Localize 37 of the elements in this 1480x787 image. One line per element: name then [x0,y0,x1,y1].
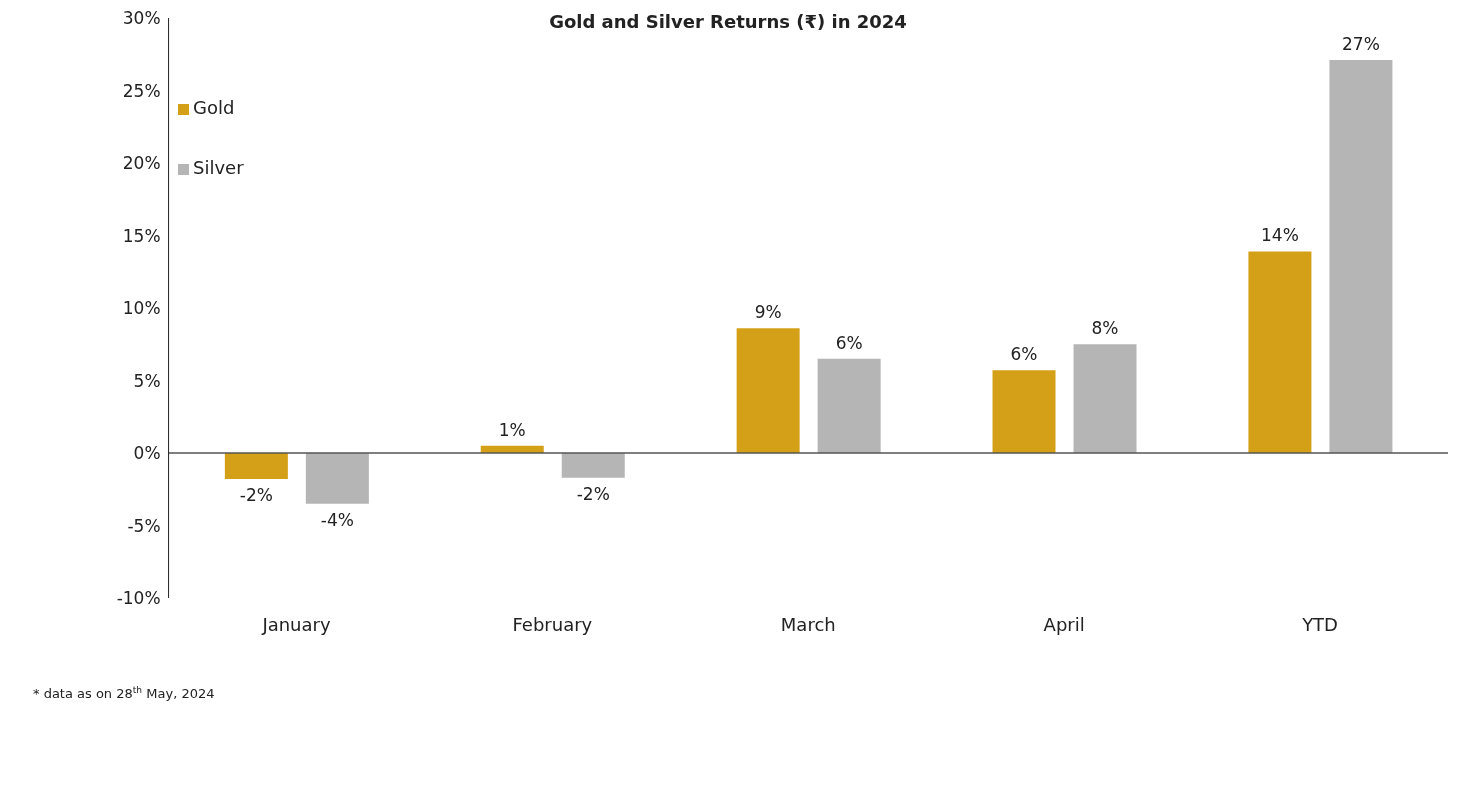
bar [736,328,800,453]
bar [561,453,625,478]
text: * data as on 28$^{th}$ May, 2024 [33,685,215,701]
bar [817,358,881,453]
y-tick-label: 10% [122,298,161,319]
y-tick-label: 20% [122,153,161,174]
x-tick-label: January [261,613,331,635]
data-label: -2% [576,483,610,504]
y-tick-label: 25% [122,80,161,101]
bar [224,453,288,480]
data-label: -4% [320,509,354,530]
legend-label: Silver [193,157,244,178]
data-label: 14% [1261,225,1299,246]
y-tick-label: 30% [122,8,161,29]
x-tick-label: March [780,613,836,635]
data-label: 1% [498,419,526,440]
bar [1073,344,1137,453]
y-tick-label: 0% [133,443,161,464]
data-label: 27% [1342,34,1380,55]
y-tick-label: -10% [116,588,161,609]
bar [1329,60,1393,453]
x-tick-label: YTD [1301,613,1338,635]
legend-label: Gold [193,97,235,118]
data-label: 6% [1010,344,1038,365]
y-tick-label: -5% [127,515,161,536]
bar [992,370,1056,453]
bar [305,453,369,504]
x-tick-label: February [512,613,593,635]
chart-title: Gold and Silver Returns (₹) in 2024 [549,11,907,32]
data-label: -2% [239,485,273,506]
y-tick-label: 15% [122,225,161,246]
data-label: 9% [754,302,782,323]
data-label: 6% [835,332,863,353]
y-tick-label: 5% [133,370,161,391]
data-label: 8% [1091,318,1119,339]
bar [1248,251,1312,453]
x-tick-label: April [1043,613,1085,635]
